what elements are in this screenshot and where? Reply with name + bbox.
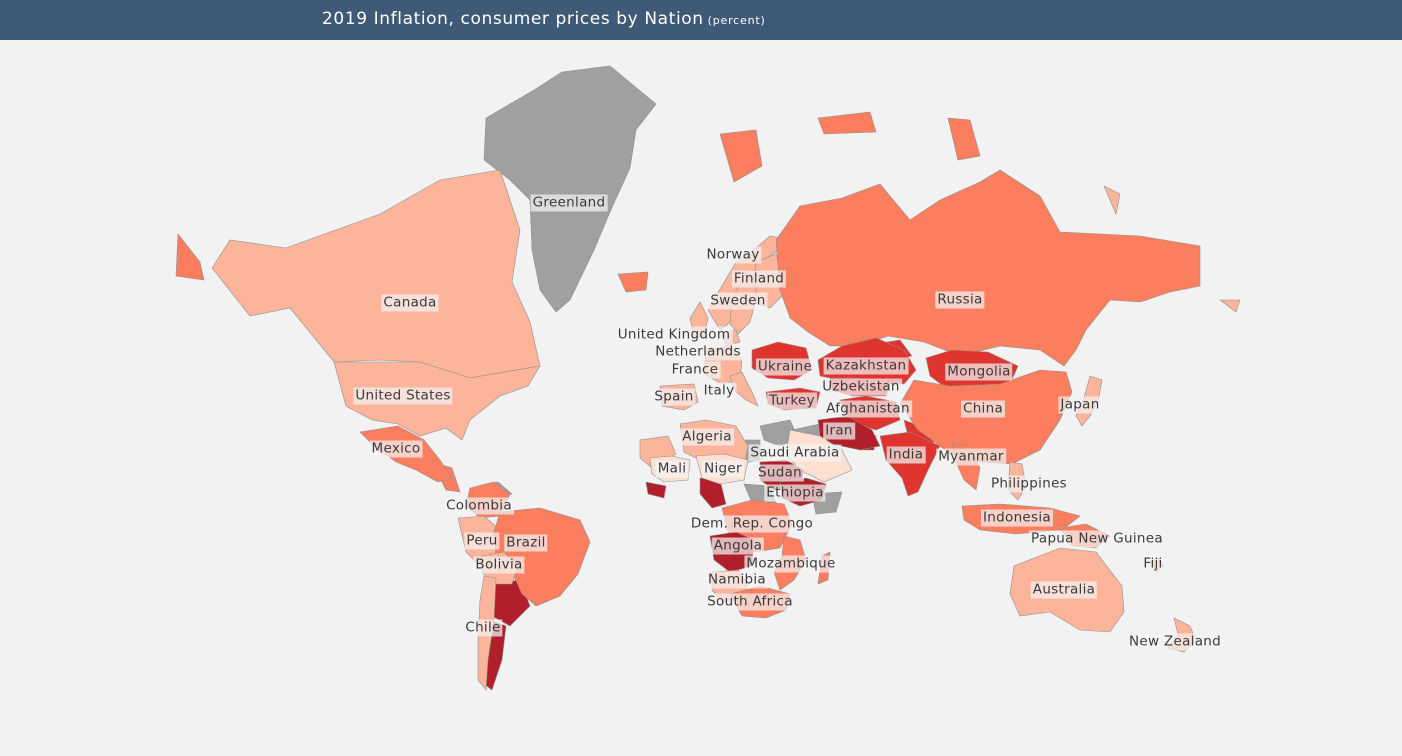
label-australia: Australia	[1030, 581, 1098, 599]
label-papua-new-guinea: Papua New Guinea	[1029, 530, 1165, 548]
label-norway: Norway	[704, 246, 762, 264]
label-niger: Niger	[702, 460, 744, 478]
label-spain: Spain	[652, 388, 696, 406]
label-japan: Japan	[1058, 396, 1102, 414]
label-india: India	[886, 446, 926, 464]
map-title: 2019 Inflation, consumer prices by Natio…	[322, 9, 766, 29]
label-algeria: Algeria	[680, 428, 734, 446]
label-mexico: Mexico	[369, 440, 423, 458]
landmass-shape	[1219, 299, 1241, 313]
label-fiji: Fiji	[1141, 555, 1165, 573]
label-chile: Chile	[463, 619, 503, 637]
label-angola: Angola	[711, 537, 765, 555]
label-ukraine: Ukraine	[755, 358, 815, 376]
label-afghanistan: Afghanistan	[824, 400, 912, 418]
country-india[interactable]	[879, 431, 941, 497]
label-mozambique: Mozambique	[744, 555, 838, 573]
label-turkey: Turkey	[767, 392, 817, 410]
label-iran: Iran	[823, 422, 855, 440]
title-bar: 2019 Inflation, consumer prices by Natio…	[0, 0, 1402, 40]
label-mali: Mali	[655, 460, 689, 478]
label-indonesia: Indonesia	[981, 509, 1053, 527]
label-new-zealand: New Zealand	[1126, 633, 1224, 651]
country-russia[interactable]	[775, 169, 1201, 367]
label-ethiopia: Ethiopia	[764, 484, 826, 502]
label-finland: Finland	[731, 270, 787, 288]
landmass-shape	[175, 233, 205, 281]
label-brazil: Brazil	[504, 534, 548, 552]
landmass-shape	[719, 129, 763, 183]
label-namibia: Namibia	[706, 571, 768, 589]
landmass-shape	[947, 117, 981, 161]
label-greenland: Greenland	[530, 194, 608, 212]
label-myanmar: Myanmar	[936, 448, 1006, 466]
label-united-states: United States	[353, 387, 453, 405]
landmass-shape	[617, 271, 649, 293]
label-italy: Italy	[701, 382, 737, 400]
label-uzbekistan: Uzbekistan	[820, 378, 902, 396]
landmass-shape	[645, 481, 667, 499]
label-saudi-arabia: Saudi Arabia	[748, 444, 842, 462]
label-china: China	[960, 400, 1006, 418]
label-kazakhstan: Kazakhstan	[823, 357, 909, 375]
label-mongolia: Mongolia	[945, 363, 1013, 381]
label-peru: Peru	[464, 532, 500, 550]
label-south-africa: South Africa	[705, 593, 795, 611]
label-canada: Canada	[381, 294, 439, 312]
landmass-shape	[817, 111, 877, 135]
label-colombia: Colombia	[444, 497, 514, 515]
landmass-shape	[1103, 185, 1121, 216]
label-russia: Russia	[935, 291, 985, 309]
label-united-kingdom: United Kingdom	[615, 326, 733, 344]
title-unit: (percent)	[707, 14, 766, 27]
label-france: France	[669, 361, 721, 379]
label-sweden: Sweden	[708, 292, 768, 310]
world-map[interactable]: Greenland Norway Finland Sweden Russia Canada…	[0, 40, 1402, 752]
title-main: 2019 Inflation, consumer prices by Natio…	[322, 9, 704, 29]
label-dem-rep-congo: Dem. Rep. Congo	[688, 515, 816, 533]
label-bolivia: Bolivia	[473, 556, 525, 574]
label-philippines: Philippines	[988, 475, 1070, 493]
label-netherlands: Netherlands	[653, 343, 743, 361]
country-canada[interactable]	[211, 169, 541, 379]
label-sudan: Sudan	[755, 464, 805, 482]
country-brazil[interactable]	[493, 507, 591, 607]
